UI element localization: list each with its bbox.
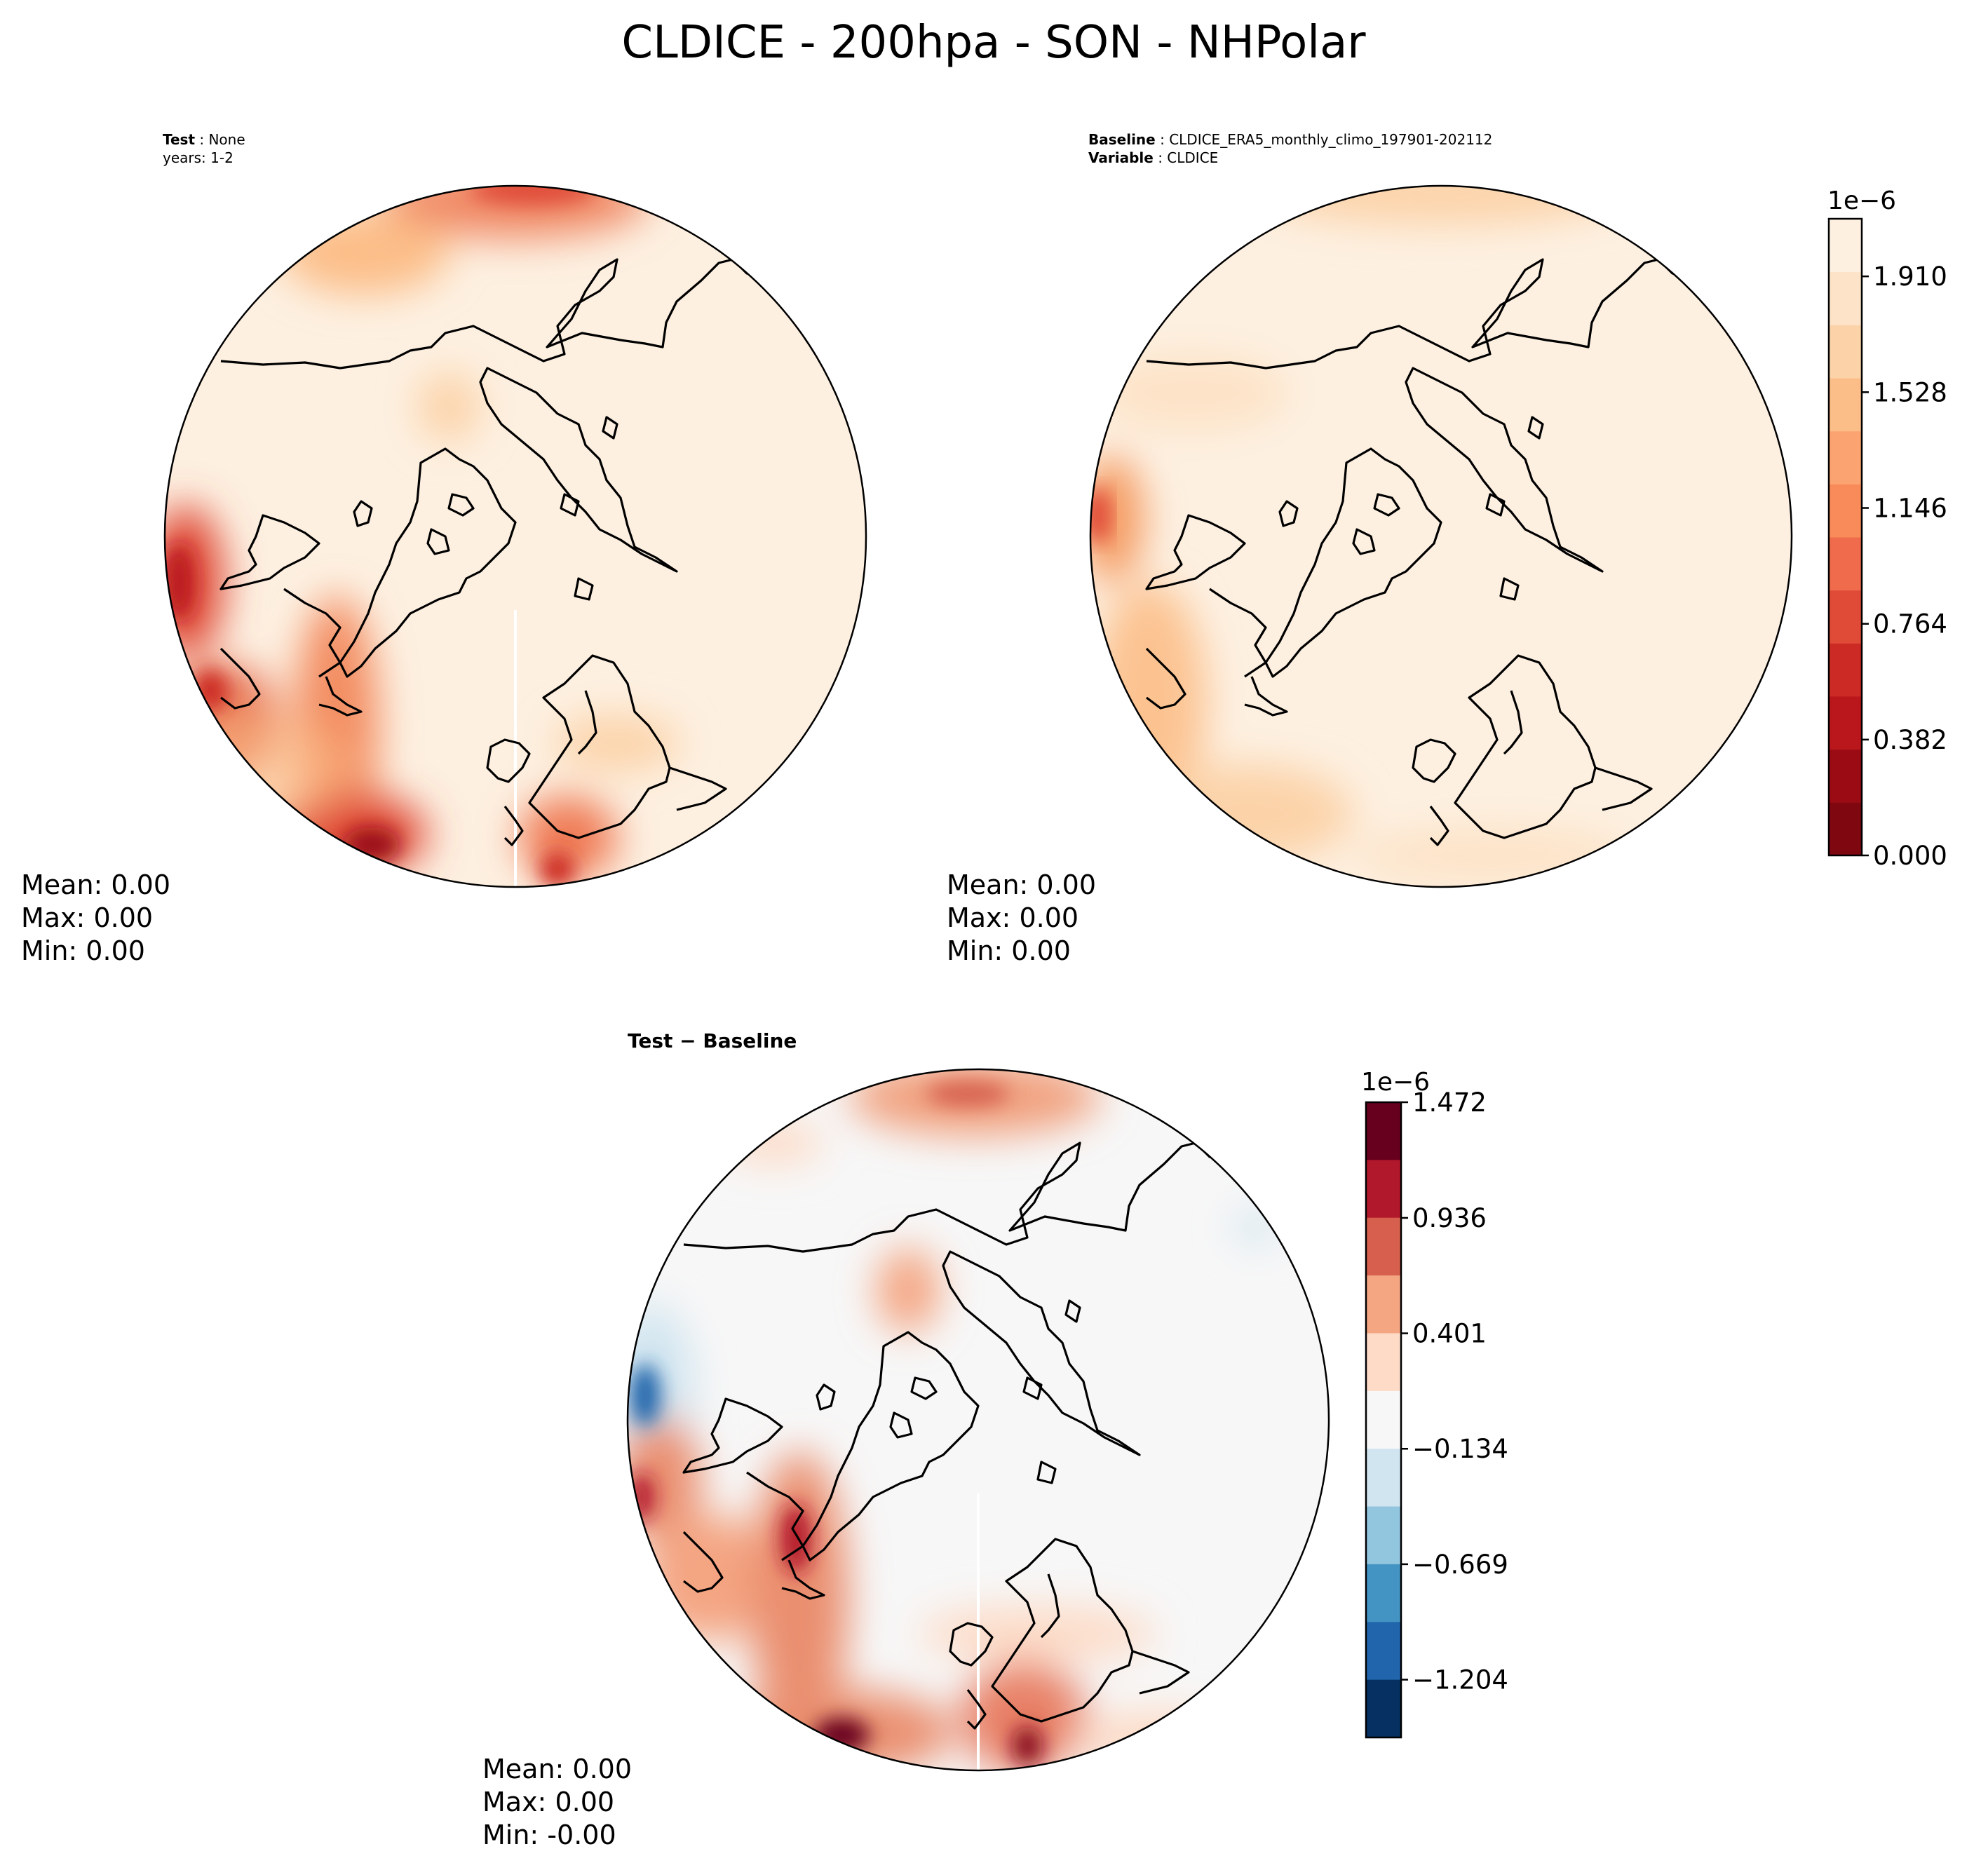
test-min: Min: 0.00 <box>21 935 145 966</box>
diff-map <box>628 1069 1329 1770</box>
diff-colorbar-segment <box>1366 1333 1401 1392</box>
abs-colorbar-tick-label: 1.910 <box>1873 262 1947 292</box>
diff-mean: Mean: 0.00 <box>482 1754 632 1784</box>
diff-map-border <box>626 1068 1330 1772</box>
diff-colorbar-segment <box>1366 1160 1401 1219</box>
panel-diff: Test − Baseline <box>482 1029 1508 1850</box>
baseline-variable-label: Variable <box>1088 149 1154 166</box>
diff-colorbar-segment <box>1366 1506 1401 1565</box>
diff-colorbar-segment <box>1366 1390 1401 1449</box>
diff-header: Test − Baseline <box>628 1029 797 1052</box>
abs-colorbar: 1.910 1.528 1.146 0.764 0.382 0.000 <box>1827 217 1947 871</box>
abs-colorbar-tick-label: 1.528 <box>1873 377 1947 407</box>
baseline-map-border <box>1089 184 1793 888</box>
panel-baseline: Baseline : CLDICE_ERA5_monthly_climo_197… <box>947 131 1947 966</box>
baseline-min: Min: 0.00 <box>947 935 1071 966</box>
panel-test: Test : None years: 1-2 <box>21 131 867 966</box>
diff-colorbar-segment <box>1366 1564 1401 1622</box>
diff-colorbar-exponent: 1e−6 <box>1361 1068 1430 1097</box>
test-mean: Mean: 0.00 <box>21 869 170 900</box>
diff-colorbar-segment <box>1366 1102 1401 1160</box>
abs-colorbar-exponent: 1e−6 <box>1827 187 1896 215</box>
coastlines <box>682 1141 1245 1770</box>
abs-colorbar-tick-label: 0.764 <box>1873 609 1947 639</box>
abs-colorbar-segment <box>1829 378 1862 432</box>
coastlines <box>1145 258 1708 887</box>
diff-max: Max: 0.00 <box>482 1787 614 1817</box>
diff-colorbar-tick-label: −0.669 <box>1412 1550 1508 1580</box>
test-header-label: Test <box>163 131 195 148</box>
abs-colorbar-segment <box>1829 749 1862 803</box>
diff-colorbar: 1.472 0.936 0.401 −0.134 −0.669 −1.204 <box>1365 1088 1508 1739</box>
diff-min: Min: -0.00 <box>482 1820 616 1850</box>
abs-colorbar-segment <box>1829 219 1862 273</box>
diff-colorbar-tick-label: 0.936 <box>1412 1203 1487 1233</box>
diff-colorbar-segment <box>1366 1217 1401 1276</box>
baseline-header-label: Baseline <box>1088 131 1156 148</box>
diff-colorbar-tick-label: −1.204 <box>1412 1665 1508 1695</box>
diff-colorbar-frame <box>1365 1101 1402 1739</box>
test-max: Max: 0.00 <box>21 902 153 933</box>
baseline-map <box>1090 186 1792 887</box>
abs-colorbar-segment <box>1829 696 1862 750</box>
abs-colorbar-segment <box>1829 484 1862 538</box>
svg-text:Variable : CLDICE: Variable : CLDICE <box>1088 149 1218 166</box>
abs-colorbar-segment <box>1829 325 1862 379</box>
diff-colorbar-segment <box>1366 1622 1401 1681</box>
abs-colorbar-tick-label: 0.382 <box>1873 725 1947 755</box>
svg-text:Baseline : CLDICE_ERA5_monthly: Baseline : CLDICE_ERA5_monthly_climo_197… <box>1088 131 1492 148</box>
baseline-header-value: CLDICE_ERA5_monthly_climo_197901-202112 <box>1169 131 1492 148</box>
test-years: years: 1-2 <box>163 149 234 166</box>
diff-colorbar-segment <box>1366 1449 1401 1507</box>
test-header-value: None <box>208 131 245 148</box>
svg-text:Test : None: Test : None <box>163 131 245 148</box>
diff-colorbar-tick-label: 0.401 <box>1412 1319 1487 1349</box>
abs-colorbar-frame <box>1827 217 1863 857</box>
abs-colorbar-segment <box>1829 590 1862 644</box>
baseline-max: Max: 0.00 <box>947 902 1078 933</box>
abs-colorbar-segment <box>1829 643 1862 697</box>
abs-colorbar-tick-label: 1.146 <box>1873 493 1947 523</box>
baseline-mean: Mean: 0.00 <box>947 869 1096 900</box>
abs-colorbar-tick-label: 0.000 <box>1873 841 1947 871</box>
baseline-variable-value: CLDICE <box>1167 149 1218 166</box>
test-map-border <box>163 184 867 888</box>
abs-colorbar-segment <box>1829 802 1862 856</box>
diff-colorbar-segment <box>1366 1275 1401 1334</box>
diff-colorbar-segment <box>1366 1679 1401 1738</box>
diff-colorbar-tick-label: −0.134 <box>1412 1434 1508 1464</box>
abs-colorbar-segment <box>1829 431 1862 485</box>
test-map <box>165 186 866 887</box>
diff-colorbar-tick-label: 1.472 <box>1412 1088 1487 1118</box>
abs-colorbar-segment <box>1829 537 1862 591</box>
figure-title: CLDICE - 200hpa - SON - NHPolar <box>621 17 1366 69</box>
abs-colorbar-segment <box>1829 271 1862 325</box>
